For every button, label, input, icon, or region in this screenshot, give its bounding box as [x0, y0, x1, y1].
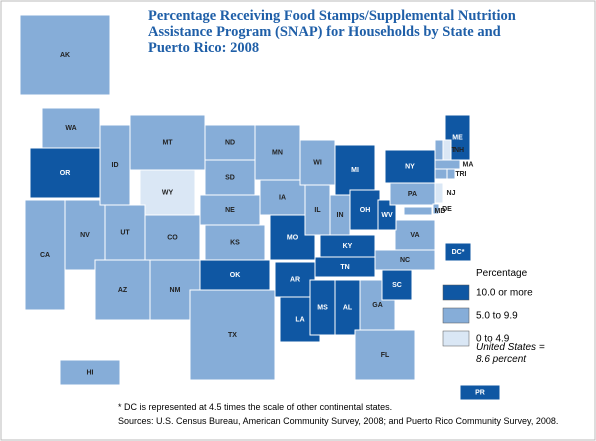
state — [204, 124, 256, 161]
state-label: OH — [360, 207, 371, 214]
state — [144, 214, 201, 261]
state — [442, 139, 452, 161]
state-label: ID — [112, 162, 119, 169]
state-label: MA — [463, 161, 474, 168]
state-label: WA — [65, 125, 76, 132]
state — [254, 124, 301, 181]
state — [199, 194, 261, 226]
state-label: NE — [225, 207, 235, 214]
state — [459, 384, 501, 401]
legend-label: 0 to 4.9 — [476, 334, 510, 345]
state-label: AZ — [118, 287, 128, 294]
note: * DC is represented at 4.5 times the sca… — [118, 402, 393, 412]
state-label: NH — [454, 147, 464, 154]
state — [189, 289, 276, 381]
state-label: KY — [343, 243, 353, 250]
state — [349, 189, 381, 231]
state — [299, 139, 336, 186]
state-label: VA — [410, 232, 419, 239]
state — [59, 359, 121, 386]
state-label: WV — [381, 212, 393, 219]
state — [377, 199, 397, 231]
state-label: FL — [381, 352, 390, 359]
state — [381, 269, 413, 301]
state-label: HI — [87, 369, 94, 376]
state — [29, 147, 101, 199]
legend-label: 5.0 to 9.9 — [476, 311, 518, 322]
state-label: AL — [343, 304, 353, 311]
state-label: UT — [120, 229, 130, 236]
state — [204, 224, 266, 261]
state-label: NM — [170, 287, 181, 294]
state-label: DE — [442, 206, 452, 213]
state-label: MS — [317, 304, 328, 311]
state-label: TX — [228, 332, 237, 339]
state-label: IL — [314, 207, 321, 214]
state — [94, 259, 151, 321]
state-label: SC — [392, 282, 402, 289]
state — [434, 139, 444, 161]
state-label: PR — [475, 389, 485, 396]
state — [434, 159, 461, 170]
state — [394, 219, 436, 251]
state-label: MI — [351, 167, 359, 174]
state — [354, 329, 416, 381]
state-label: MD — [435, 208, 446, 215]
state-label: OR — [60, 170, 71, 177]
state — [446, 168, 456, 180]
state-label: OK — [230, 272, 241, 279]
legend-swatch — [442, 284, 470, 301]
state — [139, 169, 196, 216]
state-label: NY — [405, 163, 415, 170]
state — [199, 259, 271, 291]
state-label: CO — [167, 234, 178, 241]
state — [64, 199, 106, 271]
state-label: AR — [290, 276, 300, 283]
state-label: GA — [372, 302, 383, 309]
state-label: ME — [452, 134, 463, 141]
state-label: SD — [225, 174, 235, 181]
state — [434, 168, 448, 180]
state-label: TN — [340, 264, 349, 271]
state-label: NJ — [447, 190, 456, 197]
state-label: ND — [225, 139, 235, 146]
sources: Sources: U.S. Census Bureau, American Co… — [118, 416, 559, 426]
state-label: IN — [337, 212, 344, 219]
state-label: AK — [60, 52, 70, 59]
state — [309, 279, 336, 336]
state-label: WI — [313, 159, 322, 166]
state — [334, 279, 361, 336]
legend-swatch — [442, 330, 470, 347]
state-label: IA — [279, 194, 286, 201]
state — [444, 242, 472, 262]
state-label: DC* — [452, 249, 465, 256]
state-label: NV — [80, 232, 90, 239]
title: Percentage Receiving Food Stamps/Supplem… — [148, 8, 516, 56]
legend-title: Percentage — [476, 268, 528, 279]
state — [403, 206, 433, 216]
state-label: MN — [272, 149, 283, 156]
state-label: CA — [40, 252, 50, 259]
state — [129, 114, 206, 171]
legend-label: 10.0 or more — [476, 288, 533, 299]
state-label: MT — [162, 139, 173, 146]
state — [104, 204, 146, 261]
state-label: RI — [460, 171, 467, 178]
annotation: United States = 8.6 percent — [476, 342, 545, 365]
state-label: PA — [408, 191, 417, 198]
state-label: WY — [162, 189, 174, 196]
state-label: NC — [400, 257, 410, 264]
state — [19, 14, 111, 96]
state — [432, 203, 440, 215]
legend-swatch — [442, 307, 470, 324]
state-label: LA — [295, 316, 304, 323]
state — [434, 182, 444, 204]
state-label: MO — [287, 234, 299, 241]
state-label: KS — [230, 239, 240, 246]
